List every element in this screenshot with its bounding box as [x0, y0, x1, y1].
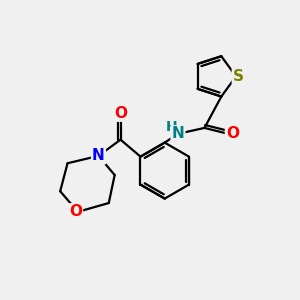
- Text: O: O: [226, 126, 239, 141]
- Text: N: N: [92, 148, 105, 164]
- Text: O: O: [114, 106, 127, 121]
- Text: N: N: [172, 126, 184, 141]
- Text: H: H: [166, 120, 177, 134]
- Text: S: S: [233, 69, 244, 84]
- Text: O: O: [69, 204, 82, 219]
